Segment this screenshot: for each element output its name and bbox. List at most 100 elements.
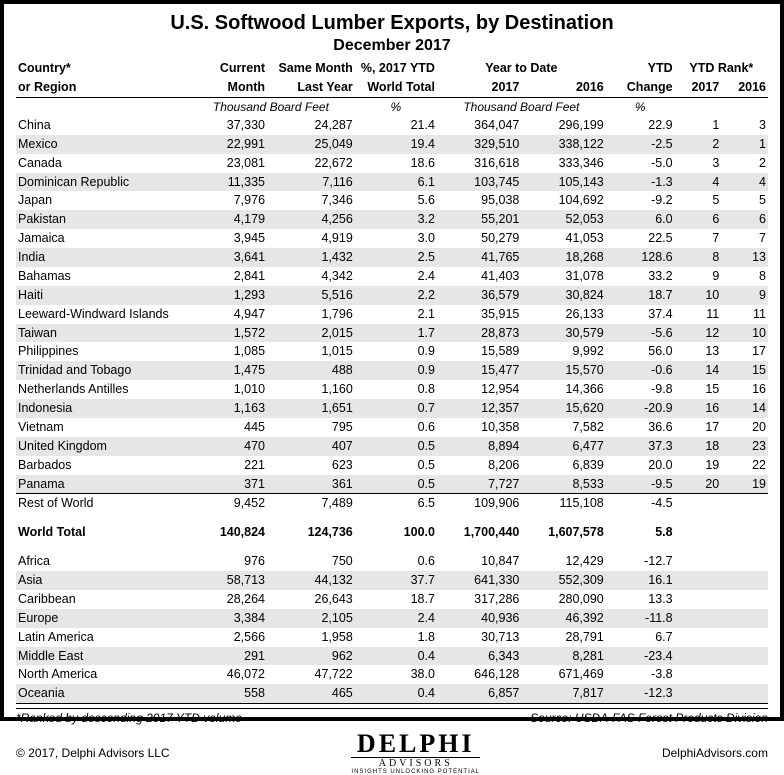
rest-cur: 9,452 (187, 494, 267, 513)
table-row: Dominican Republic11,3357,1166.1103,7451… (16, 173, 768, 192)
cell-cur: 221 (187, 456, 267, 475)
table-row: North America46,07247,72238.0646,128671,… (16, 665, 768, 684)
rest-y16: 115,108 (521, 494, 605, 513)
website: DelphiAdvisors.com (662, 746, 768, 760)
table-row: Mexico22,99125,04919.4329,510338,122-2.5… (16, 135, 768, 154)
table-row: Vietnam4457950.610,3587,58236.61720 (16, 418, 768, 437)
cell-chg: 37.3 (606, 437, 675, 456)
cell-same: 750 (267, 552, 355, 571)
cell-y17: 8,206 (437, 456, 521, 475)
table-row: Africa9767500.610,84712,429-12.7 (16, 552, 768, 571)
total-pct: 100.0 (355, 523, 437, 542)
cell-cur: 3,384 (187, 609, 267, 628)
data-table: Country* Current Same Month %, 2017 YTD … (16, 59, 768, 704)
cell-y17: 10,847 (437, 552, 521, 571)
cell-cur: 58,713 (187, 571, 267, 590)
rest-chg: -4.5 (606, 494, 675, 513)
cell-cur: 46,072 (187, 665, 267, 684)
cell-y16: 296,199 (521, 116, 605, 135)
rest-name: Rest of World (16, 494, 187, 513)
hdr-current: Current (187, 59, 267, 78)
cell-y16: 15,620 (521, 399, 605, 418)
table-row: Oceania5584650.46,8577,817-12.3 (16, 684, 768, 703)
cell-r16: 6 (721, 210, 768, 229)
cell-pct: 0.4 (355, 647, 437, 666)
cell-same: 2,015 (267, 324, 355, 343)
cell-n: Bahamas (16, 267, 187, 286)
cell-same: 1,651 (267, 399, 355, 418)
cell-y17: 641,330 (437, 571, 521, 590)
cell-y17: 646,128 (437, 665, 521, 684)
cell-r16 (721, 628, 768, 647)
cell-r17: 18 (675, 437, 722, 456)
table-row: India3,6411,4322.541,76518,268128.6813 (16, 248, 768, 267)
cell-chg: -9.2 (606, 191, 675, 210)
cell-y16: 30,824 (521, 286, 605, 305)
cell-r16: 23 (721, 437, 768, 456)
cell-r16: 4 (721, 173, 768, 192)
cell-n: Vietnam (16, 418, 187, 437)
cell-y16: 15,570 (521, 361, 605, 380)
cell-y17: 55,201 (437, 210, 521, 229)
cell-y16: 31,078 (521, 267, 605, 286)
cell-y16: 30,579 (521, 324, 605, 343)
cell-pct: 18.6 (355, 154, 437, 173)
unit-pct: % (355, 97, 437, 116)
cell-n: Netherlands Antilles (16, 380, 187, 399)
cell-y16: 52,053 (521, 210, 605, 229)
cell-y17: 28,873 (437, 324, 521, 343)
unit-pct2: % (606, 97, 675, 116)
total-same: 124,736 (267, 523, 355, 542)
cell-pct: 0.5 (355, 456, 437, 475)
cell-same: 25,049 (267, 135, 355, 154)
table-row: Panama3713610.57,7278,533-9.52019 (16, 475, 768, 494)
cell-cur: 4,947 (187, 305, 267, 324)
page-title: U.S. Softwood Lumber Exports, by Destina… (16, 12, 768, 35)
table-row: Haiti1,2935,5162.236,57930,82418.7109 (16, 286, 768, 305)
cell-r17: 20 (675, 475, 722, 494)
cell-y17: 41,765 (437, 248, 521, 267)
cell-r16: 10 (721, 324, 768, 343)
footer: © 2017, Delphi Advisors LLC DELPHI ADVIS… (16, 731, 768, 775)
report-page: U.S. Softwood Lumber Exports, by Destina… (0, 0, 784, 721)
cell-y16: 6,839 (521, 456, 605, 475)
cell-r17: 12 (675, 324, 722, 343)
cell-cur: 2,566 (187, 628, 267, 647)
cell-r17: 4 (675, 173, 722, 192)
cell-r16 (721, 609, 768, 628)
cell-chg: 128.6 (606, 248, 675, 267)
cell-r16: 13 (721, 248, 768, 267)
table-row: Canada23,08122,67218.6316,618333,346-5.0… (16, 154, 768, 173)
cell-pct: 0.5 (355, 475, 437, 494)
cell-pct: 2.2 (355, 286, 437, 305)
cell-r16: 15 (721, 361, 768, 380)
cell-same: 407 (267, 437, 355, 456)
cell-same: 4,256 (267, 210, 355, 229)
cell-pct: 0.5 (355, 437, 437, 456)
table-row: United Kingdom4704070.58,8946,47737.3182… (16, 437, 768, 456)
cell-n: Haiti (16, 286, 187, 305)
table-row: Latin America2,5661,9581.830,71328,7916.… (16, 628, 768, 647)
cell-n: North America (16, 665, 187, 684)
cell-chg: -2.5 (606, 135, 675, 154)
cell-same: 2,105 (267, 609, 355, 628)
cell-chg: 37.4 (606, 305, 675, 324)
cell-r17: 13 (675, 342, 722, 361)
total-y16: 1,607,578 (521, 523, 605, 542)
cell-chg: 6.0 (606, 210, 675, 229)
cell-cur: 23,081 (187, 154, 267, 173)
cell-same: 1,160 (267, 380, 355, 399)
logo-main: DELPHI (351, 731, 480, 757)
cell-y17: 7,727 (437, 475, 521, 494)
cell-pct: 0.9 (355, 342, 437, 361)
table-row: Philippines1,0851,0150.915,5899,99256.01… (16, 342, 768, 361)
cell-r17: 2 (675, 135, 722, 154)
cell-r16: 2 (721, 154, 768, 173)
cell-chg: -9.5 (606, 475, 675, 494)
cell-y17: 6,343 (437, 647, 521, 666)
cell-same: 962 (267, 647, 355, 666)
cell-n: Latin America (16, 628, 187, 647)
cell-pct: 0.4 (355, 684, 437, 703)
cell-cur: 470 (187, 437, 267, 456)
hdr-same: Same Month (267, 59, 355, 78)
